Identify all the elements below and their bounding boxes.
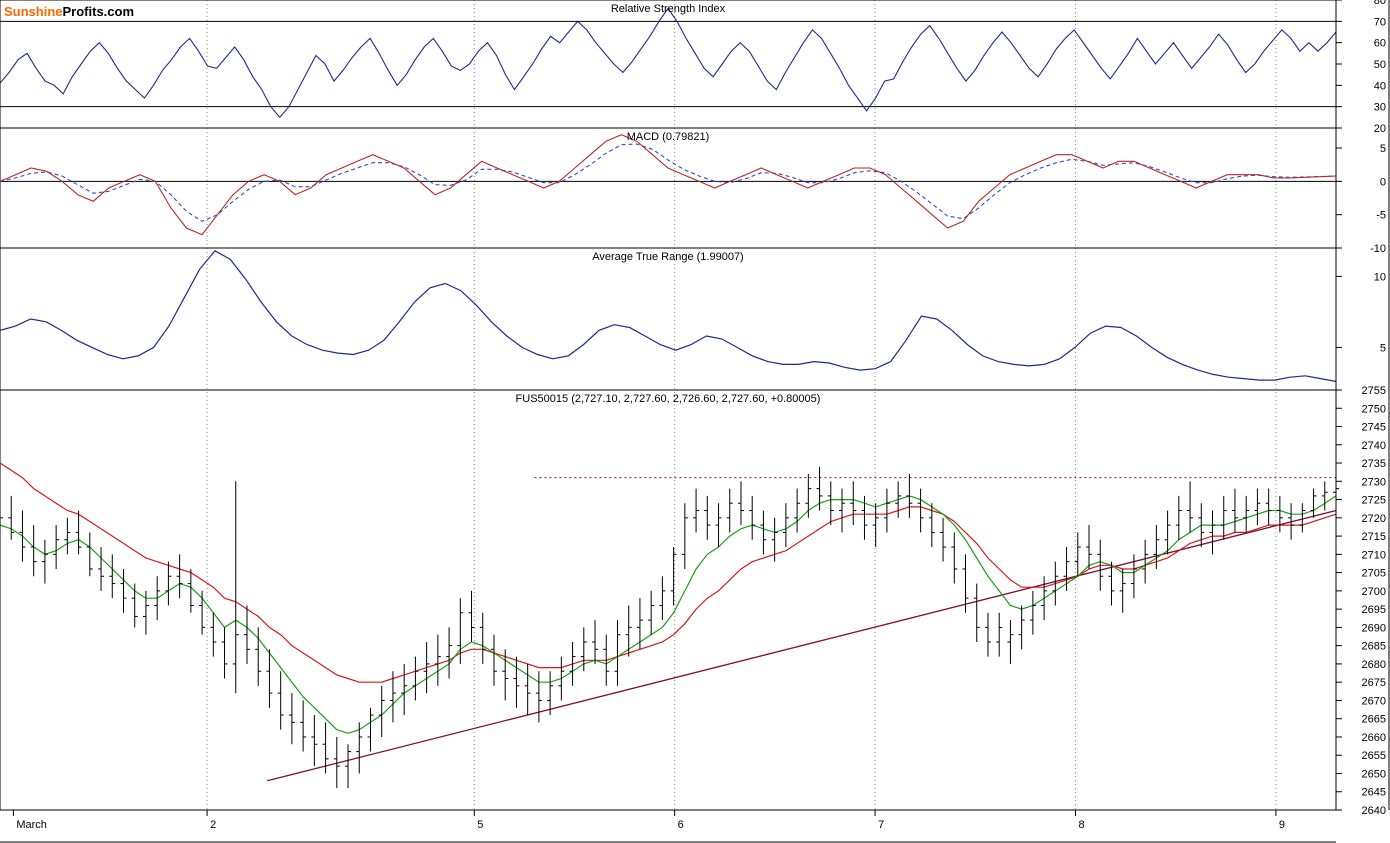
- svg-text:2715: 2715: [1362, 531, 1386, 543]
- svg-text:2650: 2650: [1362, 768, 1386, 780]
- svg-text:5: 5: [477, 819, 483, 831]
- svg-text:2675: 2675: [1362, 677, 1386, 689]
- svg-text:60: 60: [1374, 38, 1386, 50]
- svg-text:2705: 2705: [1362, 568, 1386, 580]
- svg-text:5: 5: [1380, 143, 1386, 155]
- svg-text:Relative Strength Index: Relative Strength Index: [611, 3, 726, 15]
- svg-text:2670: 2670: [1362, 695, 1386, 707]
- svg-text:2665: 2665: [1362, 714, 1386, 726]
- svg-text:40: 40: [1374, 80, 1386, 92]
- svg-text:2720: 2720: [1362, 513, 1386, 525]
- svg-text:2660: 2660: [1362, 732, 1386, 744]
- svg-text:30: 30: [1374, 102, 1386, 114]
- svg-text:10: 10: [1374, 271, 1386, 283]
- svg-text:5: 5: [1380, 342, 1386, 354]
- svg-text:50: 50: [1374, 59, 1386, 71]
- svg-text:80: 80: [1374, 0, 1386, 7]
- svg-text:2640: 2640: [1362, 805, 1386, 817]
- svg-text:9: 9: [1279, 819, 1285, 831]
- svg-text:-10: -10: [1370, 243, 1386, 255]
- watermark: SunshineProfits.com: [4, 4, 134, 19]
- svg-text:Average True Range (1.99007): Average True Range (1.99007): [592, 251, 743, 263]
- svg-text:2740: 2740: [1362, 440, 1386, 452]
- svg-text:-5: -5: [1376, 210, 1386, 222]
- svg-text:2685: 2685: [1362, 641, 1386, 653]
- svg-text:20: 20: [1374, 123, 1386, 135]
- svg-text:8: 8: [1078, 819, 1084, 831]
- svg-text:2735: 2735: [1362, 458, 1386, 470]
- svg-text:2730: 2730: [1362, 476, 1386, 488]
- svg-text:2695: 2695: [1362, 604, 1386, 616]
- svg-text:2: 2: [210, 819, 216, 831]
- svg-text:2750: 2750: [1362, 403, 1386, 415]
- svg-text:2645: 2645: [1362, 787, 1386, 799]
- svg-text:March: March: [16, 819, 47, 831]
- chart-container: SunshineProfits.com 20304050607080Relati…: [0, 0, 1390, 843]
- svg-text:2725: 2725: [1362, 495, 1386, 507]
- svg-text:2655: 2655: [1362, 750, 1386, 762]
- svg-text:2755: 2755: [1362, 385, 1386, 397]
- watermark-part2: Profits.com: [63, 4, 135, 19]
- svg-text:MACD (0.79821): MACD (0.79821): [627, 131, 710, 143]
- svg-text:0: 0: [1380, 176, 1386, 188]
- svg-text:7: 7: [878, 819, 884, 831]
- svg-text:2745: 2745: [1362, 422, 1386, 434]
- svg-text:2690: 2690: [1362, 622, 1386, 634]
- svg-text:6: 6: [678, 819, 684, 831]
- svg-text:2700: 2700: [1362, 586, 1386, 598]
- svg-text:70: 70: [1374, 16, 1386, 28]
- svg-text:FUS50015 (2,727.10, 2,727.60,: FUS50015 (2,727.10, 2,727.60, 2,726.60, …: [516, 393, 821, 405]
- chart-svg: 20304050607080Relative Strength Index-10…: [0, 0, 1390, 843]
- svg-text:2680: 2680: [1362, 659, 1386, 671]
- watermark-part1: Sunshine: [4, 4, 63, 19]
- svg-text:2710: 2710: [1362, 549, 1386, 561]
